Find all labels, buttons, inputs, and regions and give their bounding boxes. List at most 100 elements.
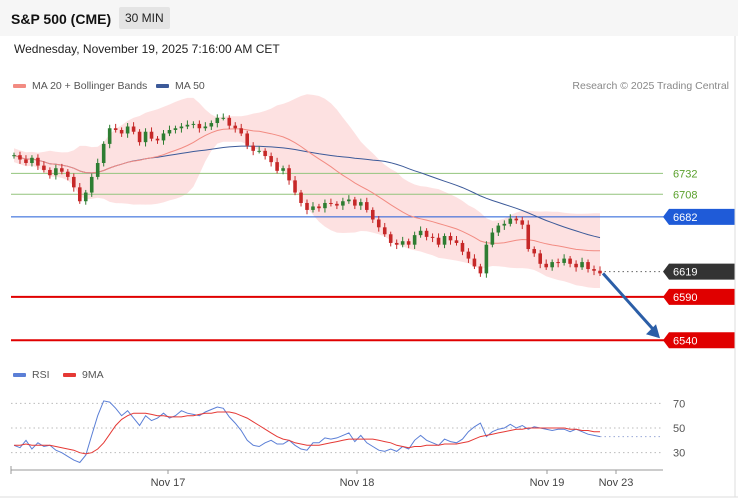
candle-body [24, 159, 28, 164]
candle-body [376, 219, 381, 228]
candle-body [478, 266, 483, 274]
candle-body [173, 128, 178, 130]
candle-body [388, 234, 393, 243]
candle-body [538, 253, 542, 264]
rsi-tick-70: 70 [673, 398, 685, 410]
x-tick-nov-23: Nov 23 [599, 477, 634, 489]
candle-body [269, 156, 273, 163]
level-tag-6682 [663, 208, 735, 225]
candle-body [113, 128, 118, 130]
candle-body [287, 168, 291, 181]
candle-body [203, 126, 208, 129]
candle-body [353, 199, 357, 206]
candle-body [233, 125, 238, 129]
candle-body [305, 202, 309, 210]
candle-body [532, 249, 537, 254]
candle-body [598, 270, 602, 274]
candle-body [143, 131, 148, 143]
candle-body [275, 162, 279, 171]
candle-body [167, 129, 172, 134]
candle-body [83, 192, 88, 202]
rsi-tick-30: 30 [673, 448, 685, 460]
level-label-6708: 6708 [673, 189, 697, 201]
candle-body [54, 168, 58, 176]
candle-body [66, 171, 70, 177]
candle-body [335, 203, 339, 206]
legend-ma20: MA 20 + Bollinger Bands [13, 80, 147, 92]
candle-body [466, 251, 471, 259]
level-tag-6540 [663, 332, 735, 349]
candle-body [370, 209, 375, 220]
rsi-swatch [13, 373, 26, 377]
legend-ma50: MA 50 [156, 80, 205, 92]
candle-body [580, 262, 584, 268]
candle-body [245, 133, 249, 146]
timeframe-badge[interactable]: 30 MIN [119, 7, 170, 29]
candle-body [460, 242, 465, 252]
candle-body [365, 202, 369, 210]
candle-body [239, 128, 244, 134]
x-tick-nov-17: Nov 17 [151, 477, 186, 489]
candle-body [263, 150, 267, 157]
candle-body [508, 218, 513, 224]
candle-body [550, 262, 554, 268]
candle-body [227, 117, 232, 126]
candle-body [215, 117, 220, 124]
forecast-arrow-shaft [601, 272, 656, 332]
candle-body [418, 230, 423, 236]
candle-body [185, 124, 190, 127]
candle-body [359, 202, 363, 206]
candle-body [400, 241, 405, 245]
candle-body [107, 128, 112, 144]
level-label-6619: 6619 [673, 267, 697, 279]
ma50-swatch [156, 84, 169, 88]
candle-body [341, 201, 345, 206]
candle-body [347, 199, 351, 202]
candle-body [556, 262, 560, 264]
candle-body [60, 168, 64, 172]
candle-body [293, 180, 297, 193]
rsi-line [13, 400, 601, 464]
candle-body [125, 126, 130, 134]
level-tag-6590 [663, 288, 735, 305]
candle-body [311, 206, 315, 210]
candle-body [514, 218, 519, 221]
legend-ma50-label: MA 50 [175, 80, 205, 92]
candle-body [299, 192, 303, 203]
candle-body [119, 129, 124, 134]
candle-body [317, 206, 321, 209]
candle-body [430, 236, 435, 238]
x-tick-nov-18: Nov 18 [340, 477, 375, 489]
candle-body [209, 123, 214, 127]
timestamp: Wednesday, November 19, 2025 7:16:00 AM … [14, 42, 280, 56]
candle-body [161, 133, 166, 141]
legend-ma20-label: MA 20 + Bollinger Bands [32, 80, 148, 92]
candle-body [382, 227, 387, 235]
candle-body [42, 165, 46, 170]
bollinger-band [14, 94, 600, 288]
candle-body [436, 237, 441, 245]
candle-body [484, 244, 489, 274]
candle-body [36, 157, 40, 166]
candle-body [406, 241, 411, 245]
research-credit: Research © 2025 Trading Central [572, 80, 729, 92]
candle-body [394, 242, 399, 245]
candle-body [257, 150, 261, 152]
candle-body [472, 258, 477, 267]
chart-header: S&P 500 (CME) 30 MIN [0, 0, 738, 36]
ma20-line [13, 128, 600, 252]
legend-9ma: 9MA [63, 369, 104, 381]
level-label-6732: 6732 [673, 168, 697, 180]
candle-body [490, 232, 495, 245]
candle-body [77, 187, 82, 202]
instrument-title: S&P 500 (CME) [11, 11, 112, 27]
candle-body [72, 176, 76, 188]
candle-body [155, 138, 160, 141]
candle-body [424, 230, 429, 237]
candle-body [48, 169, 52, 176]
candle-body [281, 168, 285, 171]
candle-body [526, 224, 531, 250]
rsi-tick-50: 50 [673, 423, 685, 435]
candle-body [18, 155, 22, 160]
